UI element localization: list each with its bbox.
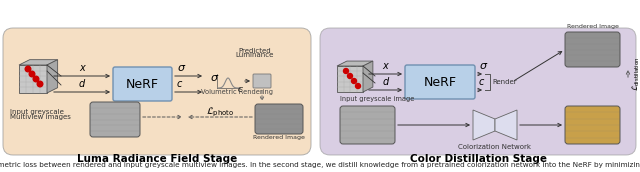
Text: Input greyscale: Input greyscale	[10, 109, 64, 115]
FancyBboxPatch shape	[320, 28, 636, 155]
Text: d: d	[79, 79, 85, 89]
Text: NeRF: NeRF	[126, 78, 159, 90]
Polygon shape	[19, 65, 47, 93]
Text: c: c	[177, 79, 182, 89]
Text: c: c	[479, 77, 484, 87]
Text: $\sigma$: $\sigma$	[479, 61, 488, 71]
Polygon shape	[19, 60, 58, 65]
Polygon shape	[47, 60, 58, 93]
Polygon shape	[337, 61, 373, 66]
Text: Multiview images: Multiview images	[10, 114, 71, 120]
Text: Colorization Network: Colorization Network	[458, 144, 531, 150]
Text: C: C	[238, 87, 243, 93]
Text: x: x	[383, 61, 388, 71]
Text: x: x	[79, 63, 85, 73]
Text: Color Distillation Stage: Color Distillation Stage	[410, 154, 547, 164]
Circle shape	[348, 73, 353, 78]
Text: Luminance: Luminance	[236, 52, 274, 58]
Circle shape	[33, 76, 39, 82]
Text: Luma Radiance Field Stage: Luma Radiance Field Stage	[77, 154, 237, 164]
Text: Figure 3: Overall architecture of our method. First stage trains a radiance fiel: Figure 3: Overall architecture of our me…	[0, 162, 640, 168]
Circle shape	[29, 71, 35, 77]
FancyBboxPatch shape	[255, 104, 303, 134]
FancyBboxPatch shape	[405, 65, 475, 99]
Polygon shape	[473, 110, 495, 140]
Circle shape	[344, 68, 349, 73]
FancyBboxPatch shape	[3, 28, 311, 155]
Circle shape	[37, 81, 43, 87]
Text: NeRF: NeRF	[424, 76, 456, 89]
FancyBboxPatch shape	[253, 74, 271, 88]
Polygon shape	[363, 61, 373, 92]
Circle shape	[25, 66, 31, 72]
FancyBboxPatch shape	[113, 67, 172, 101]
Text: Rendered Image: Rendered Image	[253, 135, 305, 140]
Text: Rendered Image: Rendered Image	[566, 24, 618, 29]
Polygon shape	[337, 66, 363, 92]
Text: Input greyscale image: Input greyscale image	[340, 96, 414, 102]
Circle shape	[351, 78, 356, 83]
FancyBboxPatch shape	[565, 32, 620, 67]
Text: $\mathcal{L}_{\mathrm{photo}}$: $\mathcal{L}_{\mathrm{photo}}$	[206, 105, 234, 119]
Text: Volumetric Rendering: Volumetric Rendering	[201, 89, 273, 95]
Text: $\mathcal{L}_{\mathrm{distillation}}$: $\mathcal{L}_{\mathrm{distillation}}$	[630, 56, 640, 91]
Text: $\sigma$: $\sigma$	[177, 63, 186, 73]
Text: $\sigma$: $\sigma$	[210, 73, 220, 83]
FancyBboxPatch shape	[340, 106, 395, 144]
FancyBboxPatch shape	[90, 102, 140, 137]
Text: d: d	[382, 77, 388, 87]
Text: Render: Render	[492, 79, 516, 85]
Polygon shape	[495, 110, 517, 140]
Circle shape	[355, 83, 360, 89]
Text: Predicted: Predicted	[239, 48, 271, 54]
FancyBboxPatch shape	[565, 106, 620, 144]
